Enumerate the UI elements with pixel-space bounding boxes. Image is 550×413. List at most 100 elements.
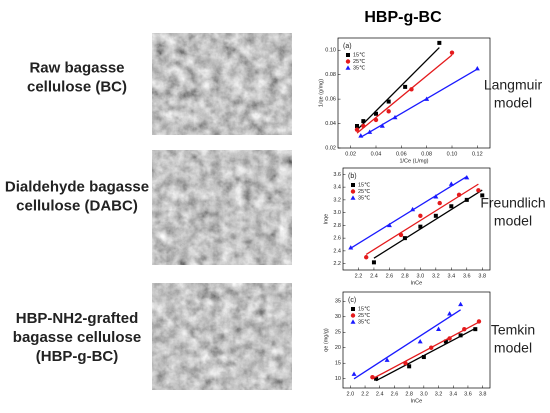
fit-line bbox=[356, 54, 453, 134]
y-tick-label: 30 bbox=[335, 314, 341, 320]
data-point bbox=[402, 236, 407, 241]
data-point bbox=[384, 357, 390, 362]
fit-line bbox=[373, 189, 483, 259]
data-point bbox=[462, 326, 467, 332]
y-tick-label: 3.6 bbox=[333, 172, 341, 178]
data-point bbox=[436, 326, 442, 331]
data-point bbox=[361, 123, 366, 129]
data-point bbox=[421, 355, 426, 360]
y-tick-label: 15 bbox=[335, 361, 341, 367]
sample-label: bagasse cellulose bbox=[13, 329, 141, 346]
y-axis-label: 1/qe (g/mg) bbox=[318, 79, 324, 107]
legend-marker bbox=[351, 307, 355, 311]
model-label: Temkin bbox=[491, 322, 535, 338]
panel-label: (c) bbox=[348, 297, 356, 304]
x-tick-label: 3.2 bbox=[435, 391, 443, 397]
legend-label: 15℃ bbox=[358, 306, 371, 312]
sample-label: Dialdehyde bagasse bbox=[5, 178, 149, 195]
data-point bbox=[447, 311, 453, 316]
data-point bbox=[407, 364, 412, 369]
x-tick-label: 0.12 bbox=[472, 151, 483, 157]
data-point bbox=[449, 50, 455, 55]
data-point bbox=[443, 339, 448, 344]
legend-label: 25℃ bbox=[353, 59, 366, 65]
x-tick-label: 0.10 bbox=[447, 151, 458, 157]
data-point bbox=[370, 374, 375, 380]
x-tick-label: 2.2 bbox=[361, 391, 369, 397]
data-point bbox=[358, 133, 364, 138]
data-point bbox=[474, 65, 480, 71]
legend-label: 35℃ bbox=[358, 319, 371, 325]
legend-marker bbox=[350, 313, 356, 318]
data-point bbox=[409, 87, 414, 92]
x-tick-label: 3.6 bbox=[463, 273, 471, 279]
data-point bbox=[458, 333, 463, 338]
data-point bbox=[364, 255, 369, 260]
x-tick-label: 2.4 bbox=[370, 273, 378, 279]
x-tick-label: 3.8 bbox=[478, 273, 486, 279]
legend-label: 35℃ bbox=[358, 195, 371, 201]
legend-label: 15℃ bbox=[353, 52, 366, 58]
data-point bbox=[418, 213, 423, 219]
fit-line bbox=[360, 68, 478, 138]
data-point bbox=[374, 111, 378, 116]
data-point bbox=[386, 222, 392, 228]
data-point bbox=[371, 260, 376, 265]
legend-marker bbox=[345, 65, 351, 70]
model-label: Freundlich bbox=[480, 195, 545, 211]
x-axis-label: lnCe bbox=[411, 280, 422, 286]
legend-marker bbox=[345, 59, 351, 64]
fit-line bbox=[356, 47, 440, 131]
x-tick-label: 2.8 bbox=[401, 273, 409, 279]
x-tick-label: 2.0 bbox=[347, 391, 355, 397]
data-point bbox=[354, 127, 360, 132]
x-tick-label: 2.2 bbox=[355, 273, 363, 279]
data-point bbox=[410, 206, 416, 212]
y-tick-label: 3.0 bbox=[333, 210, 341, 216]
sample-label: HBP-NH2-grafted bbox=[16, 310, 139, 327]
y-tick-label: 0.04 bbox=[325, 121, 336, 127]
x-tick-label: 3.4 bbox=[447, 273, 455, 279]
legend-label: 35℃ bbox=[353, 65, 366, 71]
sem-image bbox=[152, 150, 292, 265]
legend-marker bbox=[350, 195, 356, 200]
data-point bbox=[403, 84, 408, 89]
plot-frame bbox=[337, 37, 491, 149]
data-point bbox=[424, 96, 430, 101]
data-point bbox=[464, 197, 469, 202]
sample-label: (HBP-g-BC) bbox=[36, 348, 118, 365]
data-point bbox=[398, 232, 404, 238]
data-point bbox=[437, 40, 442, 45]
model-label: Langmuir bbox=[484, 77, 543, 93]
x-tick-label: 3.0 bbox=[420, 391, 428, 397]
y-tick-label: 2.8 bbox=[333, 223, 341, 229]
sem-image bbox=[152, 33, 292, 135]
legend-marker bbox=[350, 319, 356, 324]
y-tick-label: 25 bbox=[335, 330, 341, 336]
x-tick-label: 3.2 bbox=[432, 273, 440, 279]
y-tick-label: 10 bbox=[335, 376, 341, 382]
legend-label: 15℃ bbox=[358, 182, 371, 188]
data-point bbox=[379, 123, 385, 128]
y-tick-label: 2.4 bbox=[333, 248, 341, 254]
panel-label: (a) bbox=[343, 43, 352, 50]
data-point bbox=[433, 194, 439, 199]
data-point bbox=[437, 200, 442, 206]
x-tick-label: 2.8 bbox=[405, 391, 413, 397]
legend-marker bbox=[350, 189, 356, 194]
x-tick-label: 2.6 bbox=[386, 273, 394, 279]
y-tick-label: 3.4 bbox=[333, 185, 341, 191]
data-point bbox=[464, 174, 470, 180]
legend-marker bbox=[346, 53, 350, 57]
data-point bbox=[386, 99, 391, 104]
sem-image bbox=[152, 283, 292, 390]
data-point bbox=[456, 192, 462, 197]
x-tick-label: 2.6 bbox=[391, 391, 399, 397]
data-point bbox=[355, 124, 359, 128]
fit-line bbox=[365, 183, 479, 255]
data-point bbox=[361, 119, 366, 124]
data-point bbox=[473, 327, 478, 332]
y-tick-label: 35 bbox=[335, 299, 341, 305]
x-axis-label: lnCe bbox=[411, 398, 422, 404]
